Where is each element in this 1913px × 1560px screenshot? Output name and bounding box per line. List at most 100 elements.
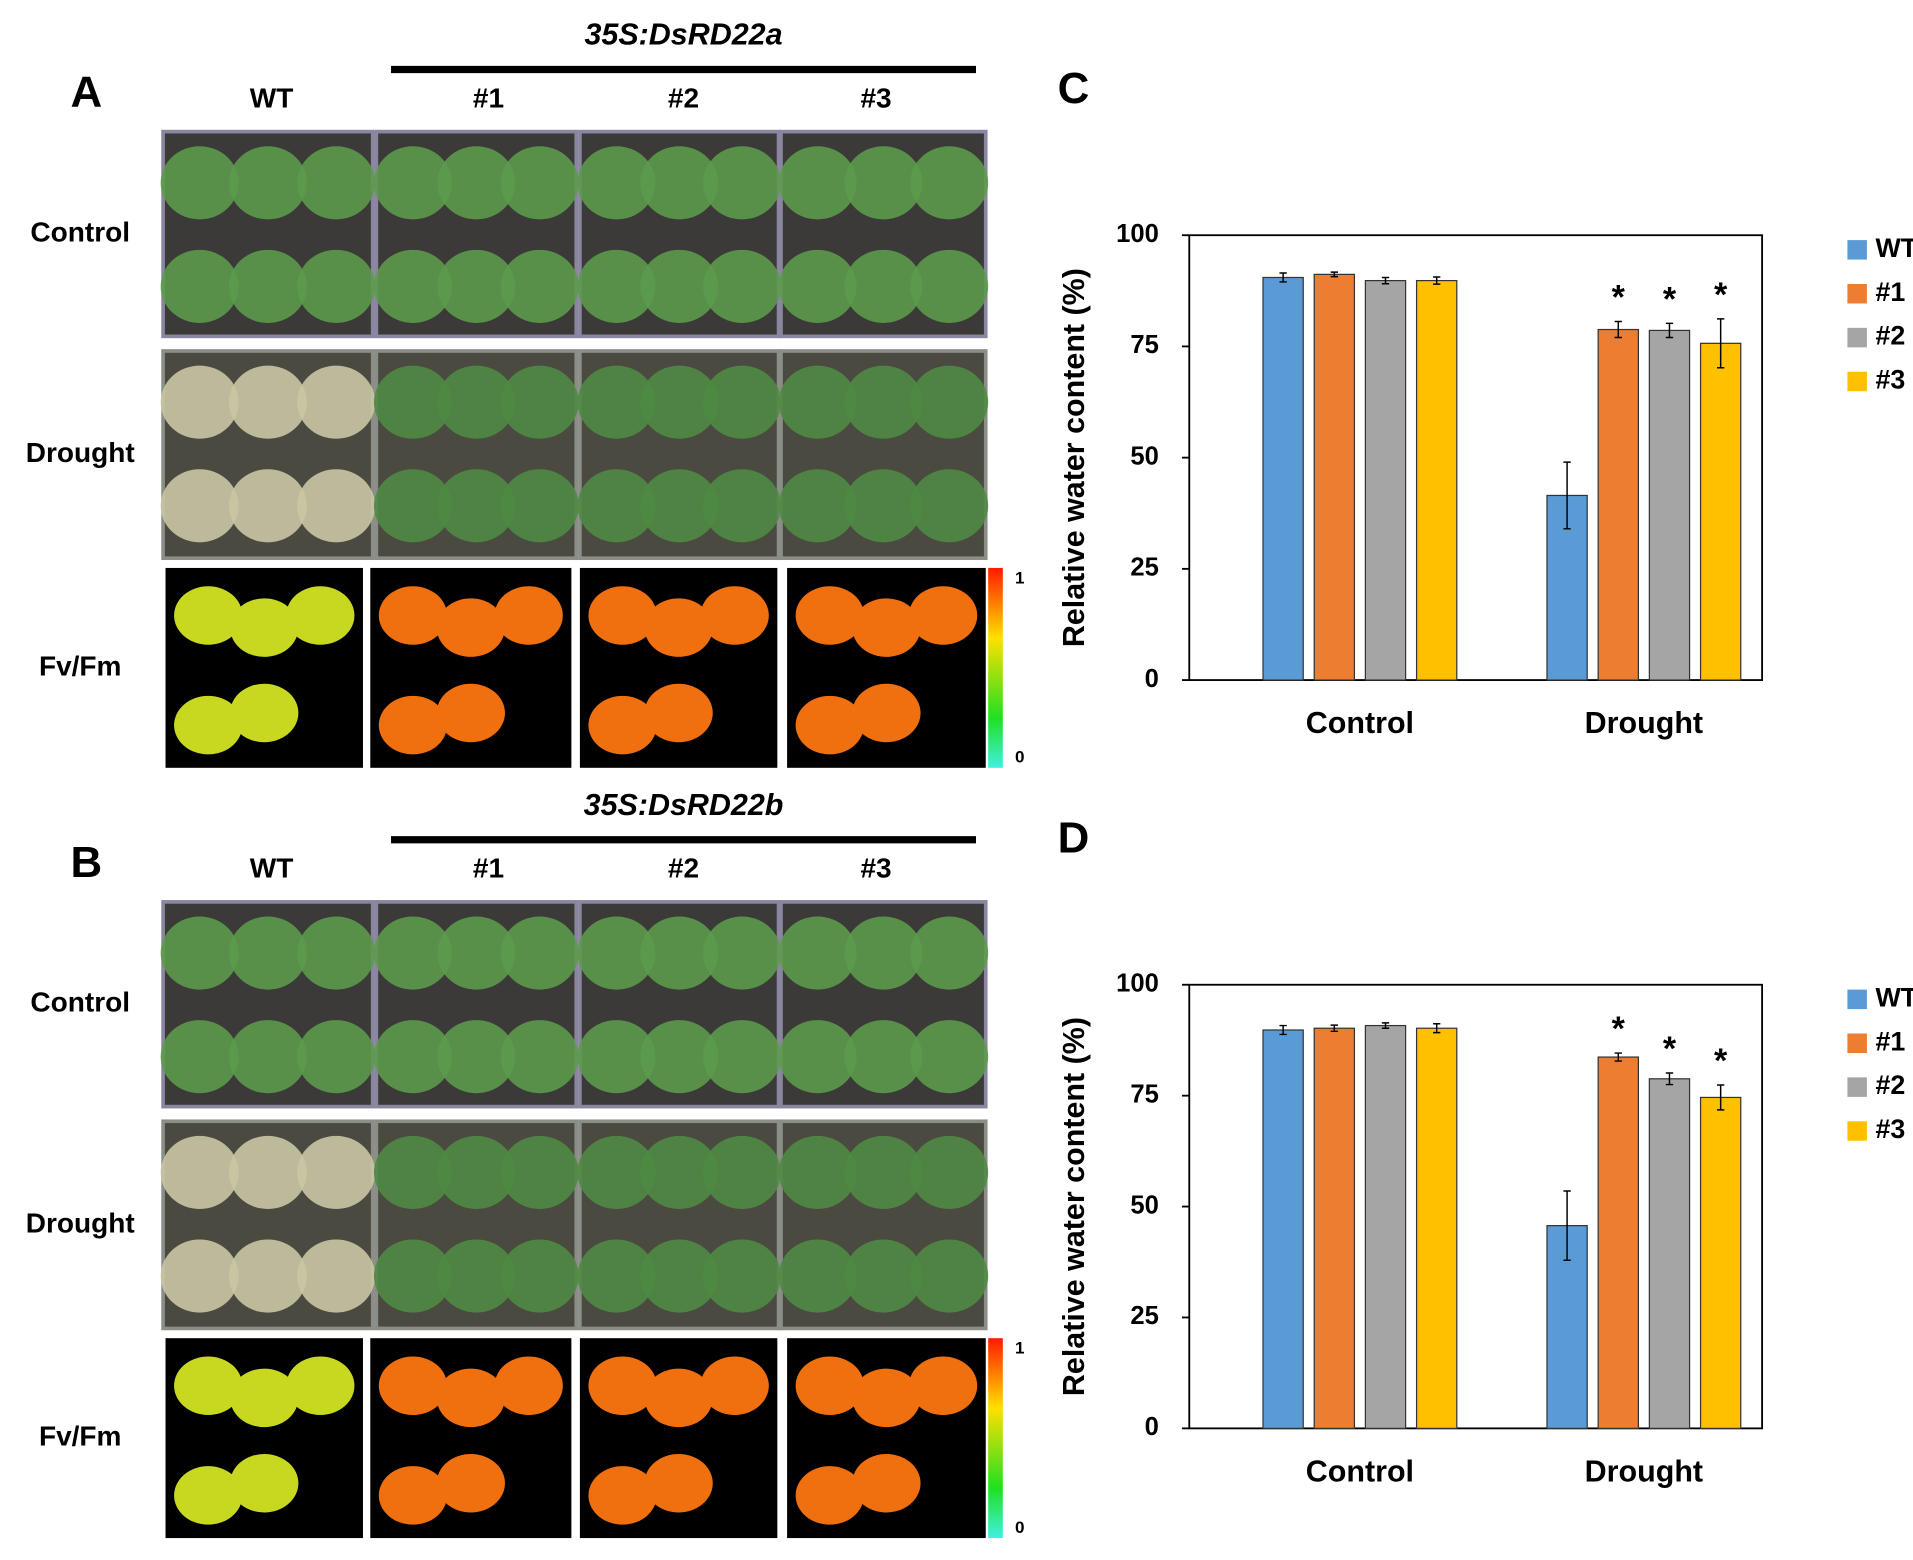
rosette xyxy=(500,469,579,543)
panel-letter: B xyxy=(70,838,102,887)
legend-swatch xyxy=(1847,327,1867,348)
row-label: Fv/Fm xyxy=(39,650,122,681)
column-label: #1 xyxy=(473,853,504,884)
legend-swatch xyxy=(1847,371,1867,392)
error-bar xyxy=(1433,276,1441,285)
bar xyxy=(1313,273,1356,681)
legend-label: WT xyxy=(1875,982,1913,1012)
rosette xyxy=(297,1020,376,1094)
bar xyxy=(1699,342,1742,681)
rosette xyxy=(640,249,719,323)
colorbar xyxy=(988,1338,1003,1539)
error-bar xyxy=(1563,461,1571,530)
significance-marker: * xyxy=(1714,1042,1728,1080)
rosette xyxy=(228,365,307,439)
rosette xyxy=(500,916,579,990)
rosette xyxy=(577,1135,656,1209)
rosette xyxy=(910,249,989,323)
rosette xyxy=(160,365,239,439)
rosette-fluorescence xyxy=(286,586,355,645)
y-tick-label: 75 xyxy=(1130,1080,1158,1108)
y-tick-label: 100 xyxy=(1116,220,1159,248)
colorbar xyxy=(988,567,1003,768)
rosette xyxy=(297,1239,376,1313)
bar xyxy=(1364,1024,1407,1429)
rosette xyxy=(228,1135,307,1209)
rosette-fluorescence xyxy=(230,1368,299,1428)
rosette-fluorescence xyxy=(286,1356,355,1415)
rosette-fluorescence xyxy=(588,1356,657,1415)
legend-label: #2 xyxy=(1875,1070,1905,1100)
significance-marker: * xyxy=(1663,280,1677,318)
rosette xyxy=(160,146,239,220)
rosette xyxy=(703,1135,781,1209)
rosette xyxy=(910,916,989,990)
y-tick-label: 100 xyxy=(1116,970,1159,998)
rosette-fluorescence xyxy=(795,1356,864,1415)
rosette xyxy=(844,916,923,990)
rosette xyxy=(437,469,516,543)
rosette-fluorescence xyxy=(436,683,505,743)
row-label: Fv/Fm xyxy=(39,1421,122,1452)
rosette xyxy=(844,1135,923,1209)
column-label: #2 xyxy=(668,853,699,884)
bar xyxy=(1415,1027,1458,1429)
rosette xyxy=(640,365,719,439)
rosette-fluorescence xyxy=(644,1368,713,1428)
rosette xyxy=(228,146,307,220)
rosette-fluorescence xyxy=(852,1453,921,1513)
rosette xyxy=(910,1135,989,1209)
rosette xyxy=(373,1135,452,1209)
bar xyxy=(1597,1056,1639,1429)
rosette xyxy=(500,1135,579,1209)
rosette-fluorescence xyxy=(378,1466,448,1525)
rosette xyxy=(500,249,579,323)
legend-label: #3 xyxy=(1875,365,1905,395)
y-tick-label: 25 xyxy=(1130,1302,1158,1330)
rosette xyxy=(228,469,307,543)
rosette xyxy=(437,1135,516,1209)
rosette xyxy=(703,469,781,543)
rosette-fluorescence xyxy=(795,695,864,755)
bar xyxy=(1313,1027,1356,1429)
legend-swatch xyxy=(1847,240,1867,260)
error-bar xyxy=(1665,322,1674,339)
rosette xyxy=(160,469,239,543)
legend-swatch xyxy=(1847,1033,1867,1053)
y-axis-label: Relative water content (%) xyxy=(1057,1017,1091,1396)
bar xyxy=(1648,1078,1691,1429)
x-tick-label: Control xyxy=(1306,706,1414,740)
panel-letter: D xyxy=(1058,814,1090,863)
column-label: WT xyxy=(250,853,294,884)
rosette-fluorescence xyxy=(494,586,563,645)
colorbar-max: 1 xyxy=(1015,1339,1024,1358)
rosette-fluorescence xyxy=(230,598,299,657)
legend-swatch xyxy=(1847,1121,1867,1141)
bar xyxy=(1648,329,1691,681)
rosette xyxy=(910,1020,989,1094)
y-tick-label: 0 xyxy=(1145,665,1159,693)
legend-swatch xyxy=(1847,283,1867,304)
rosette-fluorescence xyxy=(378,1356,448,1415)
rosette xyxy=(703,1020,781,1094)
bar xyxy=(1364,279,1407,681)
colorbar-min: 0 xyxy=(1015,748,1024,767)
rosette xyxy=(778,365,857,439)
rosette xyxy=(703,365,781,439)
rosette xyxy=(844,1020,923,1094)
rosette xyxy=(297,249,376,323)
rosette-fluorescence xyxy=(852,1368,921,1428)
rosette-fluorescence xyxy=(436,1453,505,1513)
significance-marker: * xyxy=(1714,276,1728,314)
rosette xyxy=(910,365,989,439)
rosette xyxy=(577,146,656,220)
rosette xyxy=(437,365,516,439)
rosette-fluorescence xyxy=(588,1466,657,1525)
rosette xyxy=(500,146,579,220)
rosette-fluorescence xyxy=(230,683,299,743)
rosette xyxy=(844,469,923,543)
error-bar xyxy=(1279,272,1287,283)
rosette xyxy=(373,365,452,439)
rosette-fluorescence xyxy=(378,695,448,755)
